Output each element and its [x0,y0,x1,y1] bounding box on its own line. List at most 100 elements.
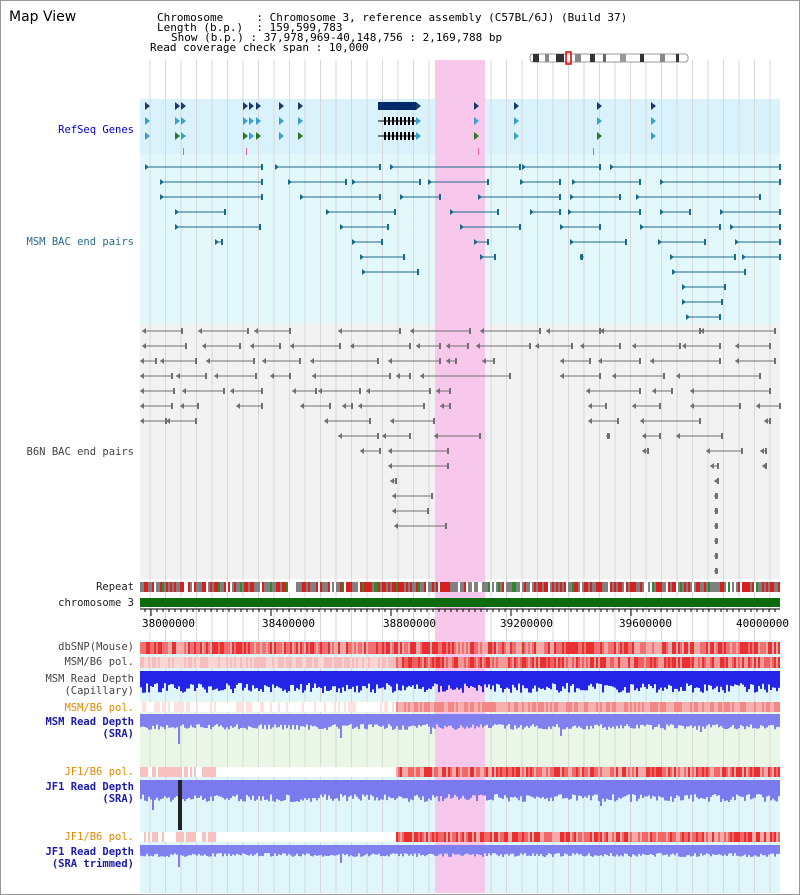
heatmap-cell [310,702,312,712]
heatmap-cell [696,702,698,712]
read-depth-bar [626,780,628,796]
heatmap-cell [216,832,218,842]
heatmap-cell [172,702,174,712]
heatmap-cell [204,832,206,842]
read-depth-bar [732,714,734,725]
track-label-jf1-read-depth-sra[interactable]: JF1 Read Depth (SRA) [0,781,134,805]
read-depth-bar [394,780,396,800]
repeat-element [238,582,240,592]
track-label-msm-read-depth-sra[interactable]: MSM Read Depth (SRA) [0,716,134,740]
read-depth-bar [322,845,324,857]
heatmap-cell [224,832,226,842]
heatmap-cell [420,767,422,777]
heatmap-cell [282,702,284,712]
b6n-bac-end-marker [719,358,721,364]
heatmap-cell [216,657,218,668]
read-depth-bar [586,780,588,798]
read-depth-bar [710,845,712,857]
refseq-exon [408,132,410,140]
track-label-b6n-bac[interactable]: B6N BAC end pairs [26,446,134,458]
repeat-element [422,582,424,592]
heatmap-cell [536,642,538,654]
read-depth-bar [558,671,560,693]
heatmap-cell [416,642,418,654]
msm-bac-end-marker [428,179,432,185]
track-label-jf1-read-depth-trimmed[interactable]: JF1 Read Depth (SRA trimmed) [0,846,134,870]
heatmap-cell [754,642,756,654]
msm-bac-end-marker [779,164,781,170]
heatmap-cell [276,657,278,668]
heatmap-cell [616,642,618,654]
b6n-bac-end-marker [479,433,481,439]
heatmap-cell [690,702,692,712]
read-depth-bar [650,671,652,686]
heatmap-cell [174,702,176,712]
ruler-tick-label: 40000000 [736,617,789,630]
heatmap-cell [614,767,616,777]
heatmap-cell [450,832,452,842]
heatmap-cell [598,832,600,842]
heatmap-cell [630,832,632,842]
read-depth-bar [536,714,538,726]
track-label-repeat[interactable]: Repeat [96,581,134,593]
read-depth-bar [464,714,466,729]
heatmap-cell [438,832,440,842]
track-label-msm-b6-pol[interactable]: MSM/B6 pol. [64,656,134,668]
heatmap-cell [500,832,502,842]
heatmap-cell [696,657,698,668]
track-label-msm-b6-pol-2[interactable]: MSM/B6 pol. [64,702,134,714]
read-depth-bar [538,845,540,856]
track-label-msm-read-depth-capillary[interactable]: MSM Read Depth (Capillary) [0,673,134,697]
read-depth-bar [640,780,642,795]
b6n-bac-end-marker [236,403,240,409]
heatmap-cell [228,832,230,842]
read-depth-bar [504,845,506,855]
heatmap-cell [476,832,478,842]
heatmap-cell [286,657,288,668]
heatmap-cell [364,767,366,777]
heatmap-cell [214,702,216,712]
read-depth-bar [592,845,594,857]
heatmap-cell [546,657,548,668]
heatmap-cell [340,832,342,842]
track-label-jf1-b6-pol-2[interactable]: JF1/B6 pol. [64,831,134,843]
ideogram-icon[interactable] [529,51,689,65]
heatmap-cell [516,657,518,668]
heatmap-cell [620,642,622,654]
read-depth-bar [428,780,430,799]
heatmap-cell [742,642,744,654]
heatmap-cell [332,767,334,777]
track-label-jf1-b6-pol[interactable]: JF1/B6 pol. [64,766,134,778]
read-depth-bar [298,671,300,690]
heatmap-cell [312,642,314,654]
read-depth-bar [186,671,188,689]
b6n-bac-end-marker [423,403,425,409]
read-depth-bar [280,714,282,725]
repeat-element [324,582,326,592]
read-depth-bar [758,714,760,729]
heatmap-cell [502,767,504,777]
repeat-element [364,582,366,592]
read-depth-bar [238,780,240,802]
track-label-dbsnp[interactable]: dbSNP(Mouse) [58,641,134,653]
track-label-msm-bac[interactable]: MSM BAC end pairs [26,236,134,248]
heatmap-cell [468,657,470,668]
read-depth-bar [730,780,732,800]
heatmap-cell [614,702,616,712]
read-depth-bar [378,845,380,854]
heatmap-cell [608,702,610,712]
heatmap-cell [534,832,536,842]
heatmap-cell [322,767,324,777]
heatmap-cell [634,832,636,842]
read-depth-bar [626,845,628,854]
heatmap-cell [676,767,678,777]
read-depth-bar [402,714,404,726]
read-depth-bar [432,845,434,855]
read-depth-bar [472,845,474,855]
track-label-refseq[interactable]: RefSeq Genes [58,124,134,136]
read-depth-bar [446,845,448,854]
heatmap-cell [428,642,430,654]
heatmap-cell [160,832,162,842]
read-depth-bar [396,714,398,727]
